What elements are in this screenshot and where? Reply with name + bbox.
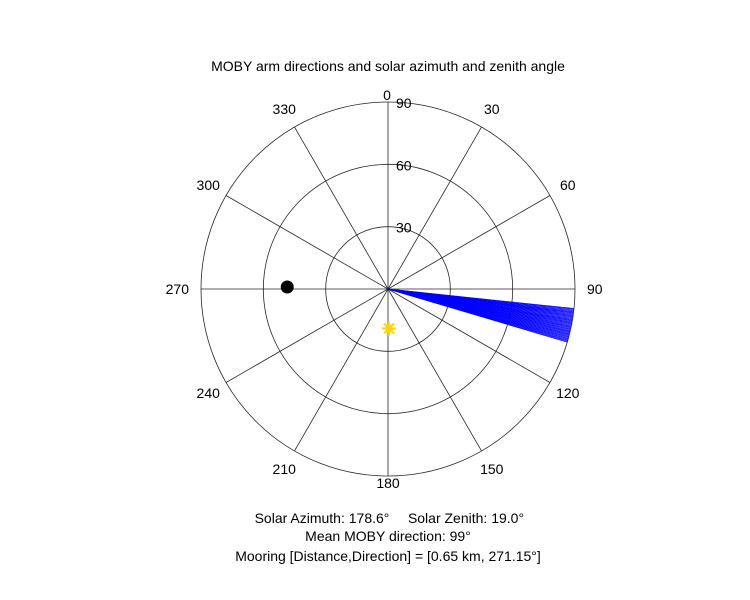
theta-tick-330: 330 [273, 101, 297, 117]
r-tick-30: 30 [396, 220, 412, 236]
mooring-marker [280, 280, 294, 294]
theta-tick-150: 150 [480, 461, 504, 477]
spoke-210 [294, 288, 389, 452]
tick-labels: 0 30 60 90 120 150 180 210 240 270 300 330 30 60 90 [166, 87, 603, 491]
arm-direction-lines [387, 288, 575, 343]
theta-tick-0: 0 [383, 87, 391, 103]
mean-moby-direction-text: Mean MOBY direction: 99° [305, 528, 471, 544]
ring-60 [262, 163, 514, 415]
spoke-330 [294, 126, 389, 290]
ring-30 [325, 226, 451, 352]
ring-90 [200, 101, 576, 477]
solar-azimuth-text: Solar Azimuth: 178.6° [255, 510, 390, 526]
r-tick-60: 60 [396, 157, 412, 173]
theta-tick-210: 210 [273, 461, 297, 477]
theta-tick-90: 90 [587, 281, 603, 297]
r-tick-90: 90 [396, 95, 412, 111]
sun-icon [381, 321, 396, 336]
spoke-300 [225, 195, 389, 290]
theta-tick-270: 270 [166, 281, 190, 297]
theta-tick-240: 240 [197, 385, 221, 401]
spoke-30 [387, 126, 482, 290]
theta-tick-30: 30 [484, 101, 500, 117]
spoke-150 [387, 288, 482, 452]
chart-title: MOBY arm directions and solar azimuth an… [211, 58, 565, 74]
theta-tick-60: 60 [560, 177, 576, 193]
mooring-text: Mooring [Distance,Direction] = [0.65 km,… [235, 548, 541, 564]
arm-line-35 [387, 288, 568, 343]
spoke-240 [225, 288, 389, 383]
spoke-120 [387, 288, 551, 383]
theta-tick-180: 180 [376, 475, 400, 491]
theta-tick-120: 120 [556, 385, 580, 401]
theta-tick-300: 300 [197, 177, 221, 193]
solar-zenith-text: Solar Zenith: 19.0° [408, 510, 524, 526]
markers [280, 280, 396, 336]
spoke-60 [387, 195, 551, 290]
polar-grid [200, 101, 576, 477]
